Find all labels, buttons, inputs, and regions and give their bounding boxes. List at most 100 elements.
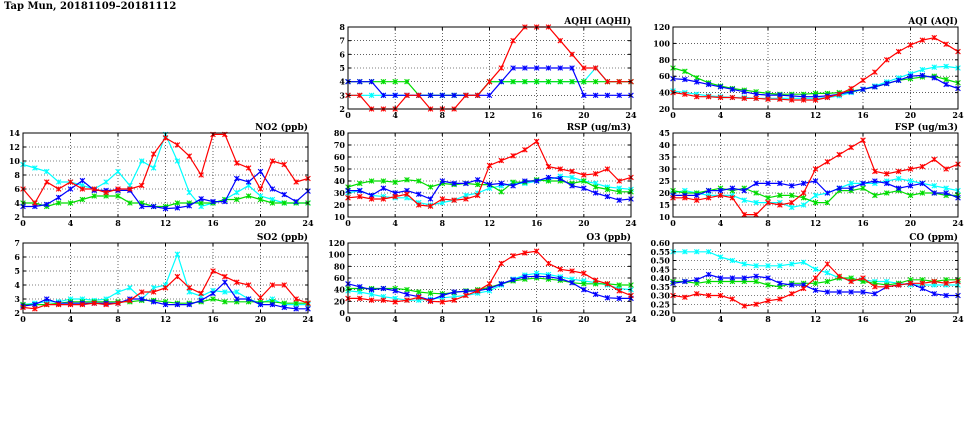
x-tick-label: 0 <box>670 218 676 228</box>
data-point-red <box>486 78 493 85</box>
data-point-red <box>788 97 795 103</box>
y-tick-label: 80 <box>334 261 346 271</box>
data-point-green <box>777 192 783 199</box>
data-point-green <box>67 200 74 206</box>
data-point-red <box>616 288 622 294</box>
data-point-blue <box>245 296 252 302</box>
data-point-blue <box>919 180 926 187</box>
data-point-blue <box>788 183 795 189</box>
data-point-blue <box>705 187 712 194</box>
data-point-blue <box>486 92 493 99</box>
data-point-red <box>729 296 736 302</box>
data-point-red <box>162 285 169 291</box>
y-tick-label: 0.35 <box>651 282 670 292</box>
data-point-cyan <box>174 251 181 257</box>
data-point-blue <box>474 177 481 183</box>
x-tick-label: 4 <box>718 314 724 324</box>
data-point-red <box>895 48 902 55</box>
data-point-blue <box>293 306 299 312</box>
x-tick-label: 12 <box>484 110 495 120</box>
y-tick-label: 2 <box>14 308 20 318</box>
data-point-cyan <box>150 285 157 291</box>
data-point-green <box>55 200 62 206</box>
data-point-blue <box>439 292 446 299</box>
data-point-cyan <box>812 266 819 273</box>
data-point-red <box>392 299 398 305</box>
data-point-green <box>883 190 890 196</box>
data-point-cyan <box>788 261 795 267</box>
data-point-red <box>848 144 854 151</box>
data-point-red <box>451 297 457 303</box>
x-tick-label: 12 <box>810 314 821 324</box>
data-point-blue <box>717 275 724 281</box>
data-point-green <box>498 189 505 195</box>
data-point-red <box>498 65 505 71</box>
y-tick-label: 3 <box>339 90 345 100</box>
data-point-red <box>43 179 50 185</box>
data-point-cyan <box>233 289 240 295</box>
x-tick-label: 16 <box>531 218 543 228</box>
data-point-blue <box>777 92 783 98</box>
data-point-blue <box>510 183 516 189</box>
data-point-green <box>233 196 240 203</box>
data-point-red <box>174 142 181 148</box>
x-tick-label: 4 <box>392 110 398 120</box>
data-point-green <box>281 300 288 306</box>
x-tick-label: 16 <box>207 314 219 324</box>
data-point-blue <box>486 285 493 292</box>
data-point-cyan <box>729 257 736 264</box>
x-tick-label: 12 <box>160 218 171 228</box>
data-point-blue <box>604 92 611 99</box>
x-tick-label: 0 <box>670 314 676 324</box>
y-tick-label: 10 <box>9 156 21 166</box>
data-point-blue <box>765 275 771 281</box>
data-point-cyan <box>907 178 914 184</box>
chart-aqhi: AQHI (AQHI) 0 4 8 12 16 20 24 2 3 4 5 6 7 8 <box>339 16 637 120</box>
y-tick-label: 100 <box>328 250 345 260</box>
data-point-red <box>269 282 276 288</box>
data-point-blue <box>222 198 228 205</box>
data-point-cyan <box>800 259 807 266</box>
data-point-cyan <box>717 254 724 260</box>
data-point-blue <box>138 296 145 302</box>
y-tick-label: 50 <box>334 164 346 174</box>
data-point-red <box>486 162 493 169</box>
data-point-red <box>824 159 831 165</box>
data-point-red <box>474 92 481 99</box>
data-point-green <box>919 190 926 196</box>
data-point-green <box>753 278 759 285</box>
data-point-red <box>522 250 528 256</box>
data-point-green <box>415 178 422 184</box>
data-point-blue <box>510 65 516 71</box>
data-point-blue <box>753 273 759 280</box>
data-point-red <box>357 92 363 99</box>
data-point-cyan <box>943 63 949 70</box>
data-point-blue <box>765 180 771 187</box>
data-point-blue <box>581 185 587 191</box>
chart-title: O3 (ppb) <box>586 232 631 243</box>
data-point-green <box>115 193 121 199</box>
data-point-blue <box>222 279 228 285</box>
data-point-red <box>138 289 145 295</box>
data-point-green <box>415 289 422 295</box>
data-point-blue <box>486 181 493 188</box>
data-point-red <box>463 92 469 99</box>
x-tick-label: 24 <box>952 218 964 228</box>
y-tick-label: 14 <box>9 128 21 138</box>
y-tick-label: 25 <box>659 176 670 186</box>
data-point-blue <box>931 190 938 196</box>
data-point-red <box>150 289 157 295</box>
x-tick-label: 20 <box>578 314 590 324</box>
data-point-green <box>392 179 398 185</box>
data-point-red <box>380 196 387 202</box>
data-point-red <box>943 41 949 48</box>
data-point-red <box>717 94 724 101</box>
y-tick-label: 4 <box>14 198 20 208</box>
data-point-red <box>872 168 878 175</box>
data-point-red <box>281 161 288 168</box>
data-point-red <box>765 96 771 102</box>
data-point-blue <box>522 178 528 184</box>
data-point-red <box>919 280 926 287</box>
data-point-green <box>788 192 795 199</box>
